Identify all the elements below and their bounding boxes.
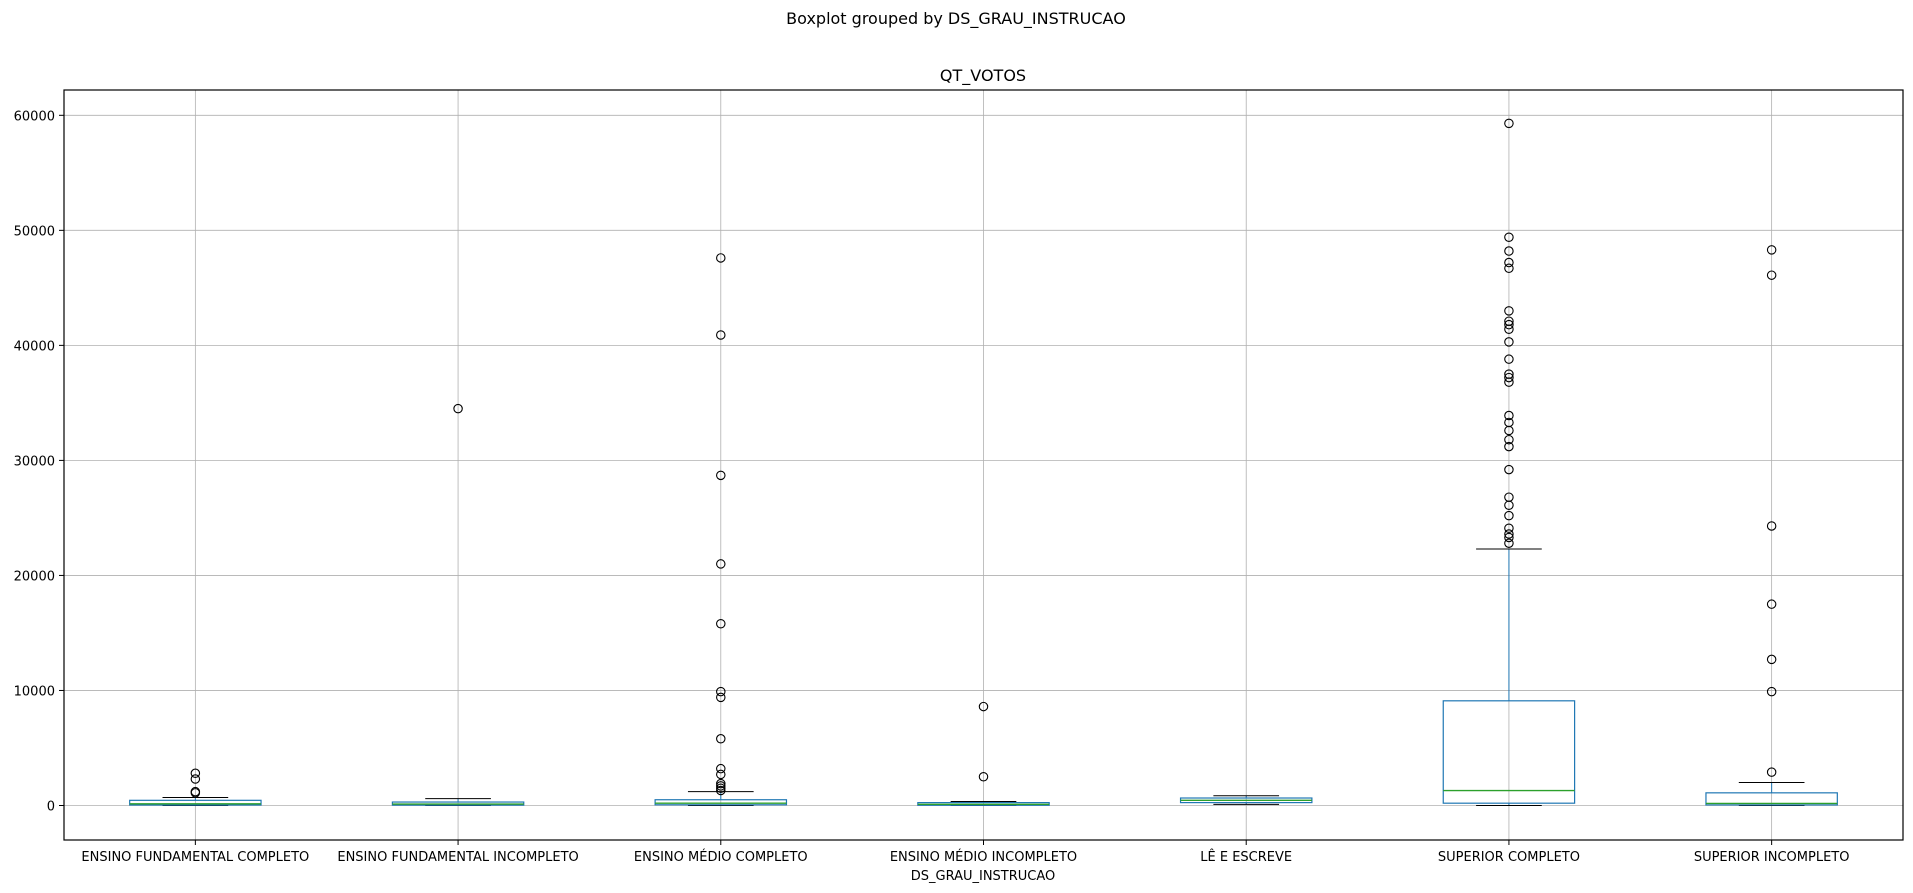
outlier-point	[1766, 686, 1777, 697]
outlier-point	[1504, 538, 1514, 548]
outlier-point	[1504, 246, 1514, 256]
outlier-point	[1504, 263, 1514, 274]
box-iqr	[129, 799, 262, 806]
outlier-point	[1504, 354, 1514, 364]
box-iqr	[1705, 792, 1838, 806]
x-tick-label: LÊ E ESCREVE	[1200, 849, 1292, 865]
x-tick-label: ENSINO FUNDAMENTAL COMPLETO	[81, 850, 309, 865]
box-group	[1179, 795, 1313, 805]
outlier-point	[716, 692, 726, 703]
outlier-point	[1504, 492, 1514, 502]
y-tick-label: 60000	[14, 109, 55, 124]
box-groups	[129, 118, 1838, 806]
chart-title: QT_VOTOS	[940, 66, 1026, 86]
y-tick-label: 40000	[14, 339, 55, 354]
x-axis-label: DS_GRAU_INSTRUCAO	[911, 869, 1056, 884]
outlier-point	[1766, 654, 1777, 665]
outlier-point	[1504, 372, 1514, 383]
outlier-point	[716, 330, 726, 340]
outlier-point	[716, 781, 726, 791]
outlier-point	[716, 763, 726, 774]
outlier-point	[716, 783, 726, 793]
outlier-point	[1766, 767, 1777, 777]
x-tick-label: SUPERIOR INCOMPLETO	[1694, 850, 1850, 865]
outlier-point	[1766, 599, 1777, 609]
outlier-point	[978, 701, 989, 712]
box-group	[129, 768, 262, 806]
outlier-point	[1504, 529, 1514, 539]
box-iqr	[1442, 700, 1576, 804]
box-group	[917, 701, 1050, 806]
outlier-point	[1504, 464, 1514, 475]
outlier-point	[1504, 434, 1514, 445]
y-tick-label: 30000	[14, 454, 55, 469]
x-tick-label: ENSINO FUNDAMENTAL INCOMPLETO	[337, 850, 578, 865]
outlier-point	[190, 774, 201, 784]
outlier-point	[1504, 417, 1514, 428]
outlier-point	[1504, 410, 1514, 421]
y-tick-label: 50000	[14, 224, 55, 239]
box-group	[391, 403, 525, 806]
outlier-point	[716, 785, 726, 796]
x-tick-label: ENSINO MÉDIO COMPLETO	[634, 849, 808, 865]
outlier-point	[1766, 270, 1777, 280]
outlier-point	[716, 686, 726, 697]
outlier-point	[1504, 337, 1514, 347]
x-tick-label: SUPERIOR COMPLETO	[1438, 850, 1580, 865]
outlier-point	[716, 559, 726, 569]
outlier-point	[453, 403, 463, 414]
outlier-point	[190, 768, 201, 779]
outlier-point	[1766, 521, 1777, 531]
outlier-point	[716, 778, 726, 789]
outlier-point	[1504, 232, 1514, 242]
x-tick-label: ENSINO MÉDIO INCOMPLETO	[890, 849, 1077, 865]
outlier-point	[978, 771, 989, 782]
y-axis-ticks: 0 10000 20000 30000 40000 50000 60000	[14, 109, 64, 814]
outlier-point	[1504, 306, 1514, 316]
grid-lines	[64, 90, 1903, 840]
outlier-point	[1504, 257, 1514, 268]
box-iqr	[654, 799, 788, 806]
outlier-point	[190, 786, 201, 797]
outlier-point	[1766, 245, 1777, 255]
y-tick-label: 20000	[14, 569, 55, 584]
outlier-point	[716, 618, 726, 629]
outlier-point	[1504, 532, 1514, 543]
outlier-point	[1504, 510, 1514, 521]
outlier-point	[716, 470, 726, 481]
outlier-point	[1504, 316, 1514, 326]
outlier-point	[716, 769, 726, 780]
outlier-point	[1504, 523, 1514, 534]
box-group	[1442, 118, 1576, 806]
outlier-point	[1504, 441, 1514, 452]
box-group	[654, 253, 788, 806]
chart-suptitle: Boxplot grouped by DS_GRAU_INSTRUCAO	[786, 9, 1126, 29]
y-tick-label: 0	[47, 799, 55, 814]
outlier-point	[716, 734, 726, 744]
outlier-point	[1504, 118, 1514, 129]
y-tick-label: 10000	[14, 684, 55, 699]
outlier-point	[716, 253, 726, 263]
box-group	[1705, 245, 1838, 806]
outlier-point	[1504, 369, 1514, 379]
x-axis-ticks: ENSINO FUNDAMENTAL COMPLETO ENSINO FUNDAM…	[81, 840, 1849, 865]
outlier-point	[1504, 319, 1514, 330]
